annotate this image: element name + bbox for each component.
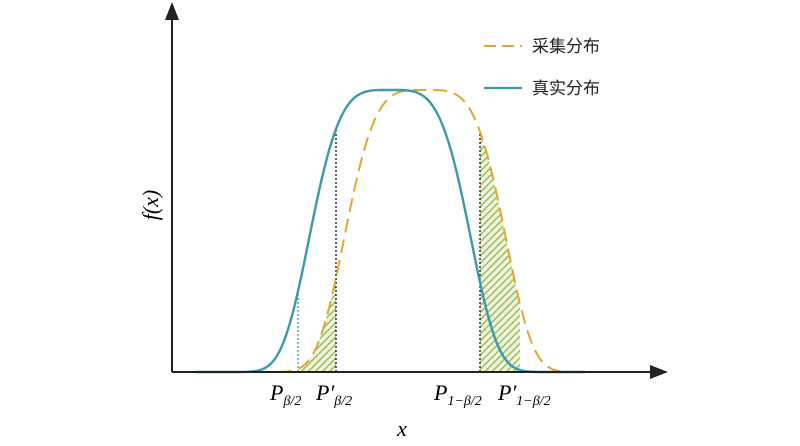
marker-label: Pβ/2: [269, 380, 301, 409]
true-curve: [195, 88, 585, 374]
legend-label: 真实分布: [532, 79, 600, 99]
x-label: x: [396, 416, 407, 441]
marker-label: P′1−β/2: [497, 380, 551, 409]
hatch-left: [298, 277, 336, 372]
hatch-right: [480, 131, 520, 372]
x-arrow: [650, 365, 668, 379]
legend-label: 采集分布: [532, 37, 600, 57]
sampled-curve: [215, 89, 620, 373]
marker-label: P1−β/2: [433, 380, 482, 409]
marker-label: P′β/2: [315, 380, 352, 409]
y-label: f(x): [138, 190, 163, 221]
y-arrow: [165, 2, 179, 20]
curves: [195, 88, 620, 374]
